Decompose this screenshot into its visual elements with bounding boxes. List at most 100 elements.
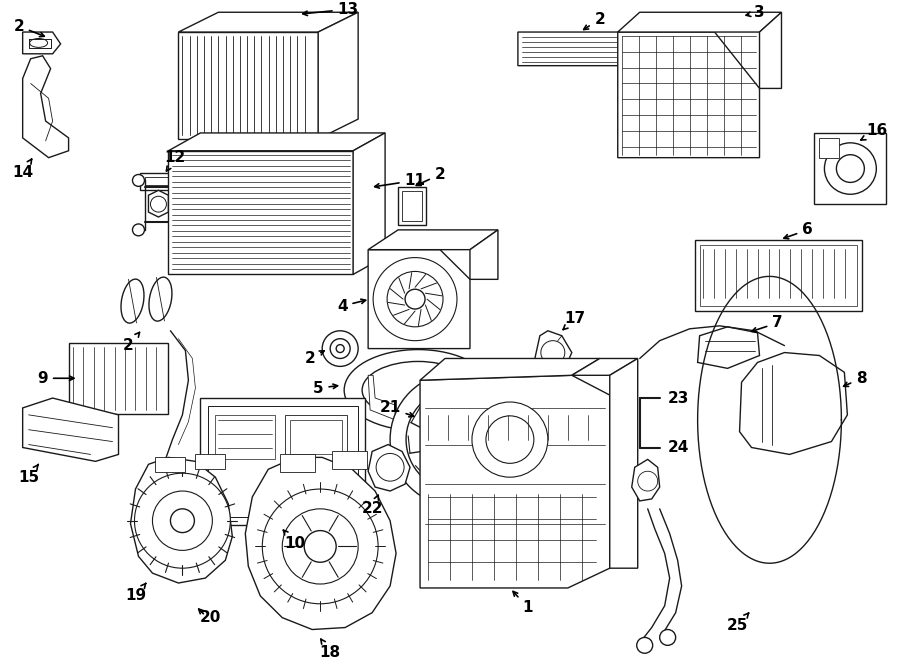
Bar xyxy=(209,406,358,517)
Circle shape xyxy=(636,638,652,653)
Circle shape xyxy=(322,331,358,366)
Polygon shape xyxy=(22,56,68,158)
Bar xyxy=(140,173,191,190)
Ellipse shape xyxy=(148,277,172,321)
Circle shape xyxy=(426,408,490,471)
Text: 6: 6 xyxy=(784,222,813,239)
Bar xyxy=(819,138,840,158)
Bar xyxy=(215,415,275,459)
Text: 16: 16 xyxy=(860,123,888,140)
Circle shape xyxy=(824,143,877,194)
Text: 12: 12 xyxy=(165,150,186,171)
Text: 2: 2 xyxy=(14,19,44,36)
Polygon shape xyxy=(610,359,638,568)
Circle shape xyxy=(638,471,658,491)
Polygon shape xyxy=(632,459,660,501)
Ellipse shape xyxy=(362,361,474,419)
Circle shape xyxy=(387,271,443,327)
Text: 21: 21 xyxy=(380,401,414,417)
Text: 1: 1 xyxy=(513,591,533,615)
Text: 3: 3 xyxy=(746,5,765,20)
Text: 23: 23 xyxy=(668,391,689,406)
Circle shape xyxy=(132,224,145,236)
Text: 25: 25 xyxy=(727,613,749,633)
Polygon shape xyxy=(470,230,498,279)
Circle shape xyxy=(374,258,457,341)
Circle shape xyxy=(170,509,194,532)
Text: 10: 10 xyxy=(284,530,306,551)
Circle shape xyxy=(330,339,350,359)
Text: 17: 17 xyxy=(563,311,585,330)
Polygon shape xyxy=(368,445,410,491)
Text: 14: 14 xyxy=(12,159,33,180)
Text: 2: 2 xyxy=(417,167,446,185)
Circle shape xyxy=(406,388,510,491)
Circle shape xyxy=(390,372,526,507)
Polygon shape xyxy=(22,398,119,461)
Polygon shape xyxy=(319,13,358,139)
Bar xyxy=(402,191,422,221)
Bar xyxy=(290,420,342,454)
Text: 20: 20 xyxy=(200,610,221,625)
Polygon shape xyxy=(617,32,760,158)
Circle shape xyxy=(376,453,404,481)
Bar xyxy=(201,398,365,525)
Circle shape xyxy=(262,489,378,604)
Circle shape xyxy=(152,491,212,550)
Polygon shape xyxy=(130,457,232,583)
Circle shape xyxy=(446,428,470,451)
Polygon shape xyxy=(698,327,760,368)
Polygon shape xyxy=(518,32,648,66)
Bar xyxy=(156,457,185,472)
Circle shape xyxy=(132,175,145,187)
Bar xyxy=(699,245,858,306)
Polygon shape xyxy=(148,190,168,217)
Circle shape xyxy=(836,155,864,183)
Bar xyxy=(68,343,168,414)
Bar xyxy=(280,454,315,472)
Text: 15: 15 xyxy=(18,465,40,485)
Text: 2: 2 xyxy=(584,12,605,30)
Circle shape xyxy=(337,345,344,353)
Text: 4: 4 xyxy=(337,299,365,314)
Polygon shape xyxy=(420,359,599,380)
Bar xyxy=(168,151,353,274)
Text: 24: 24 xyxy=(668,440,689,455)
Bar xyxy=(695,240,862,311)
Polygon shape xyxy=(617,13,781,32)
Ellipse shape xyxy=(344,350,492,431)
Bar xyxy=(332,451,367,469)
Text: 13: 13 xyxy=(303,2,359,17)
Text: 7: 7 xyxy=(752,315,783,332)
Circle shape xyxy=(472,402,548,477)
Polygon shape xyxy=(760,13,781,89)
Text: 2: 2 xyxy=(123,332,140,353)
Polygon shape xyxy=(368,375,395,420)
Text: 11: 11 xyxy=(374,173,426,188)
Circle shape xyxy=(541,341,565,364)
Bar xyxy=(814,133,886,204)
Polygon shape xyxy=(353,133,385,274)
Polygon shape xyxy=(740,353,848,454)
Text: 8: 8 xyxy=(843,371,867,387)
Circle shape xyxy=(283,509,358,584)
Polygon shape xyxy=(168,133,385,151)
Polygon shape xyxy=(178,13,358,32)
Circle shape xyxy=(134,473,230,568)
Text: 22: 22 xyxy=(362,495,382,516)
Polygon shape xyxy=(535,331,572,372)
Polygon shape xyxy=(368,250,470,349)
Text: 18: 18 xyxy=(320,639,341,660)
Bar xyxy=(195,454,225,469)
Circle shape xyxy=(486,416,534,463)
Text: 9: 9 xyxy=(37,371,74,386)
Bar xyxy=(178,32,319,139)
Polygon shape xyxy=(420,375,610,588)
Circle shape xyxy=(405,289,425,309)
Bar xyxy=(285,415,347,499)
Text: 5: 5 xyxy=(313,381,338,396)
Polygon shape xyxy=(572,359,638,375)
Text: 19: 19 xyxy=(125,583,146,603)
Polygon shape xyxy=(246,457,396,630)
Circle shape xyxy=(660,630,676,645)
